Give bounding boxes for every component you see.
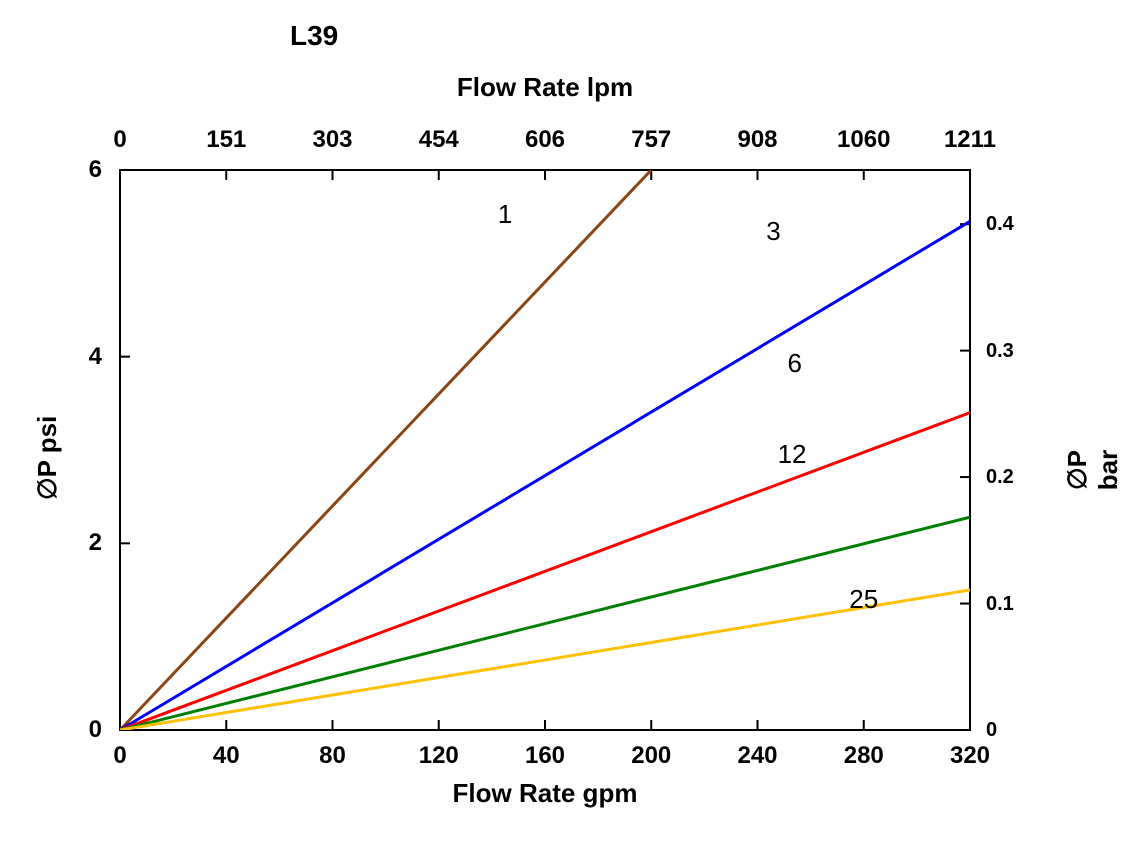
y-right-tick-0: 0 (986, 719, 997, 742)
x-bottom-tick-320: 320 (950, 742, 990, 770)
series-label-6: 6 (787, 348, 801, 379)
y-left-tick-0: 0 (89, 716, 102, 744)
x-top-tick-757: 757 (631, 126, 671, 154)
series-label-3: 3 (766, 216, 780, 247)
x-top-tick-908: 908 (737, 126, 777, 154)
y-right-axis-label: ∅P bar (1062, 440, 1122, 500)
x-top-tick-606: 606 (525, 126, 565, 154)
x-top-tick-1060: 1060 (837, 126, 890, 154)
x-bottom-tick-200: 200 (631, 742, 671, 770)
x-top-tick-1211: 1211 (944, 126, 996, 154)
x-bottom-tick-80: 80 (319, 742, 346, 770)
chart-root: { "chart": { "type": "line", "title": "L… (0, 0, 1122, 864)
plot-border (120, 170, 970, 730)
x-bottom-tick-0: 0 (113, 742, 126, 770)
series-line-3 (120, 221, 970, 730)
y-right-tick-0.3: 0.3 (986, 340, 1014, 363)
series-label-12: 12 (778, 439, 807, 470)
series-line-1 (120, 170, 651, 730)
series-label-25: 25 (849, 584, 878, 615)
plot-area (119, 169, 971, 731)
series-line-6 (120, 413, 970, 730)
series-line-12 (120, 517, 970, 730)
chart-title: L39 (290, 20, 338, 52)
y-right-tick-0.1: 0.1 (986, 593, 1014, 616)
x-top-tick-303: 303 (312, 126, 352, 154)
series-line-25 (120, 590, 970, 730)
x-bottom-tick-160: 160 (525, 742, 565, 770)
y-left-tick-2: 2 (89, 529, 102, 557)
x-bottom-axis-label: Flow Rate gpm (415, 778, 675, 809)
x-bottom-tick-280: 280 (844, 742, 884, 770)
x-top-tick-454: 454 (419, 126, 459, 154)
x-bottom-tick-40: 40 (213, 742, 240, 770)
x-top-axis-label: Flow Rate lpm (415, 72, 675, 103)
x-bottom-tick-240: 240 (737, 742, 777, 770)
y-left-axis-label: ∅P psi (32, 416, 63, 500)
y-left-tick-6: 6 (89, 156, 102, 184)
y-right-tick-0.2: 0.2 (986, 466, 1014, 489)
series-label-1: 1 (498, 199, 512, 230)
y-left-tick-4: 4 (89, 343, 102, 371)
x-bottom-tick-120: 120 (419, 742, 459, 770)
y-right-tick-0.4: 0.4 (986, 213, 1014, 236)
x-top-tick-151: 151 (206, 126, 246, 154)
x-top-tick-0: 0 (113, 126, 126, 154)
